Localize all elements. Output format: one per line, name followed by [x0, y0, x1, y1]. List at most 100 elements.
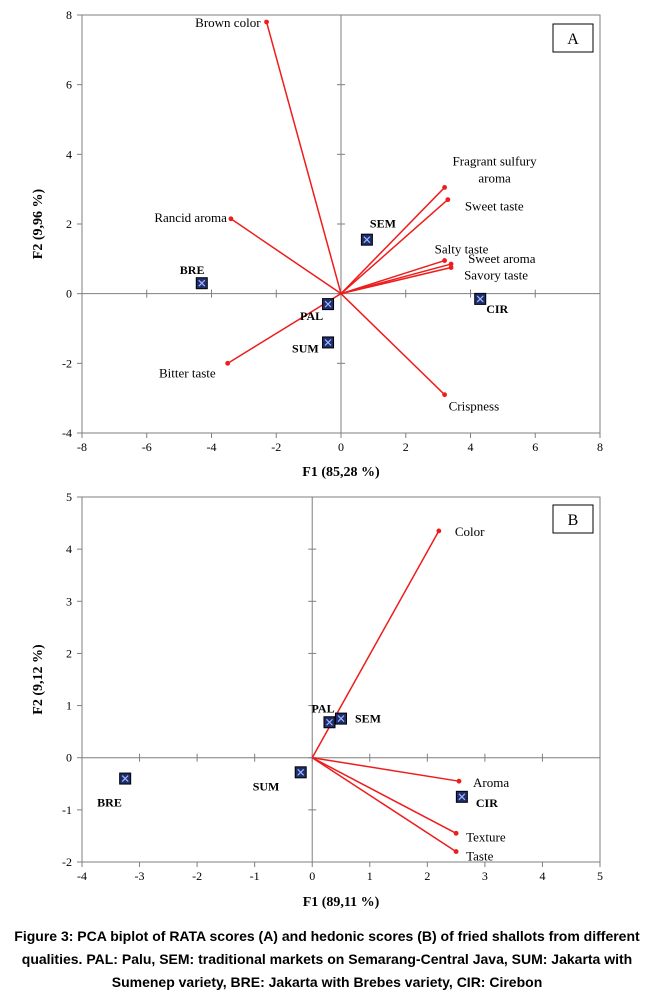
x-tick-label: -4: [207, 440, 217, 454]
variable-label-rancid-aroma: Rancid aroma: [154, 210, 227, 225]
y-tick-label: 5: [66, 490, 72, 504]
vector-tip-rancid-aroma: [228, 216, 234, 222]
x-tick-label: 4: [468, 440, 474, 454]
x-tick-label: 0: [338, 440, 344, 454]
observation-label-sem: SEM: [370, 217, 396, 231]
vector-brown-color: [265, 21, 342, 294]
x-tick-label: 3: [482, 869, 488, 883]
y-axis-title: F2 (9,12 %): [31, 644, 46, 715]
vector-tip-sweet-aroma: [448, 261, 454, 267]
observation-cross-cir: [458, 793, 466, 801]
x-tick-label: -8: [77, 440, 87, 454]
x-tick-label: -6: [142, 440, 152, 454]
vector-tip-savory-taste: [448, 265, 454, 270]
figure-caption: Figure 3: PCA biplot of RATA scores (A) …: [14, 928, 640, 990]
y-tick-label: -2: [62, 356, 72, 370]
variable-label-bitter-taste: Bitter taste: [159, 365, 216, 380]
vector-tip-brown-color: [264, 19, 269, 25]
x-tick-label: -3: [135, 869, 145, 883]
vector-tip-color: [436, 528, 442, 534]
biplot-panel-a: -8 -6 -4 -2 0 2 4 6 8 -4 -2 0 2 4 6 8 F1 (85,28 %) F2 (9,…: [31, 8, 603, 480]
variable-label-savory-taste: Savory taste: [464, 268, 528, 283]
panel-label: B: [568, 512, 579, 529]
observation-label-sum: SUM: [292, 341, 319, 355]
variable-label-aroma: Aroma: [473, 775, 509, 790]
variable-label-crispness: Crispness: [449, 399, 500, 414]
plot-frame: [81, 496, 601, 863]
observation-label-bre: BRE: [97, 796, 122, 810]
variable-label-taste: Taste: [466, 849, 493, 864]
observation-cross-sem: [363, 236, 371, 244]
y-tick-label: 4: [66, 542, 72, 556]
panel-label: A: [567, 31, 579, 48]
observation-label-cir: CIR: [486, 302, 508, 316]
vector-texture: [311, 757, 457, 834]
y-tick-label: 0: [66, 287, 72, 301]
vector-rancid-aroma: [230, 218, 342, 295]
x-tick-label: -1: [250, 869, 260, 883]
biplot-panel-b: -4 -3 -2 -1 0 1 2 3 4 5 -2 -1 0 1 2 3 4 5 F1 (89,11 %) F2 (…: [31, 490, 603, 910]
observation-cross-sum: [297, 768, 305, 776]
vector-sweet-taste: [340, 199, 449, 295]
y-tick-label: 6: [66, 78, 72, 92]
observation-cross-cir: [476, 295, 484, 303]
x-tick-label: 4: [539, 869, 545, 883]
vector-tip-texture: [453, 830, 459, 836]
vector-salty-taste: [340, 259, 445, 295]
y-tick-label: -2: [62, 855, 72, 869]
variable-label-color: Color: [455, 524, 485, 539]
observation-label-sem: SEM: [355, 712, 381, 726]
vector-aroma: [312, 756, 460, 782]
x-tick-label: 2: [403, 440, 409, 454]
variable-label-fragrant-sulfury-aroma: Fragrant sulfury aroma: [453, 153, 538, 185]
observation-label-sum: SUM: [253, 779, 280, 793]
x-tick-label: 8: [597, 440, 603, 454]
vector-tip-bitter-taste: [225, 360, 231, 366]
y-tick-label: 1: [66, 699, 72, 713]
variable-label-brown-color: Brown color: [195, 15, 261, 30]
vector-tip-salty-taste: [442, 258, 447, 263]
x-tick-label: 6: [532, 440, 538, 454]
vector-savory-taste: [340, 266, 452, 295]
x-tick-label: 1: [367, 869, 373, 883]
y-tick-label: 2: [66, 217, 72, 231]
vector-tip-fragrant-sulfury-aroma: [442, 185, 447, 190]
variable-label-salty-taste: Salty taste: [435, 242, 489, 257]
y-axis-title: F2 (9,96 %): [31, 188, 46, 259]
x-tick-label: 2: [424, 869, 430, 883]
observation-cross-bre: [121, 775, 129, 782]
y-tick-label: -1: [62, 803, 72, 817]
x-tick-label: -2: [271, 440, 281, 454]
figure-canvas: -8 -6 -4 -2 0 2 4 6 8 -4 -2 0 2 4 6 8 F1 (85,28 %) F2 (9,…: [31, 8, 603, 910]
panel-label-box: [552, 23, 594, 53]
x-tick-label: 0: [309, 869, 315, 883]
observation-cross-pal: [324, 300, 332, 308]
x-axis-title: F1 (85,28 %): [302, 465, 380, 480]
x-axis-title: F1 (89,11 %): [303, 895, 380, 910]
vector-fragrant-sulfury-aroma: [340, 186, 446, 295]
observation-label-cir: CIR: [476, 796, 498, 810]
x-tick-label: 5: [597, 869, 603, 883]
observation-cross-bre: [198, 279, 206, 287]
observation-label-pal: PAL: [300, 309, 323, 323]
vector-tip-crispness: [442, 392, 447, 398]
y-tick-label: 4: [66, 147, 72, 161]
panel-label-box: [552, 504, 594, 534]
vector-taste: [311, 757, 457, 853]
variable-label-sweet-aroma: Sweet aroma: [468, 251, 536, 266]
observation-cross-sem: [337, 715, 345, 723]
observation-cross-sum: [324, 339, 332, 346]
observation-label-pal: PAL: [311, 701, 334, 715]
y-tick-label: 0: [66, 751, 72, 765]
y-tick-label: 2: [66, 646, 72, 660]
vector-tip-aroma: [456, 778, 462, 784]
observation-cross-pal: [326, 718, 333, 726]
vector-crispness: [340, 293, 446, 396]
variable-label-texture: Texture: [466, 829, 506, 844]
observation-label-bre: BRE: [180, 263, 205, 277]
x-tick-label: -2: [192, 869, 202, 883]
vector-tip-taste: [453, 849, 459, 854]
y-tick-label: 3: [66, 594, 72, 608]
y-tick-label: -4: [62, 426, 72, 440]
variable-label-sweet-taste: Sweet taste: [465, 199, 524, 214]
